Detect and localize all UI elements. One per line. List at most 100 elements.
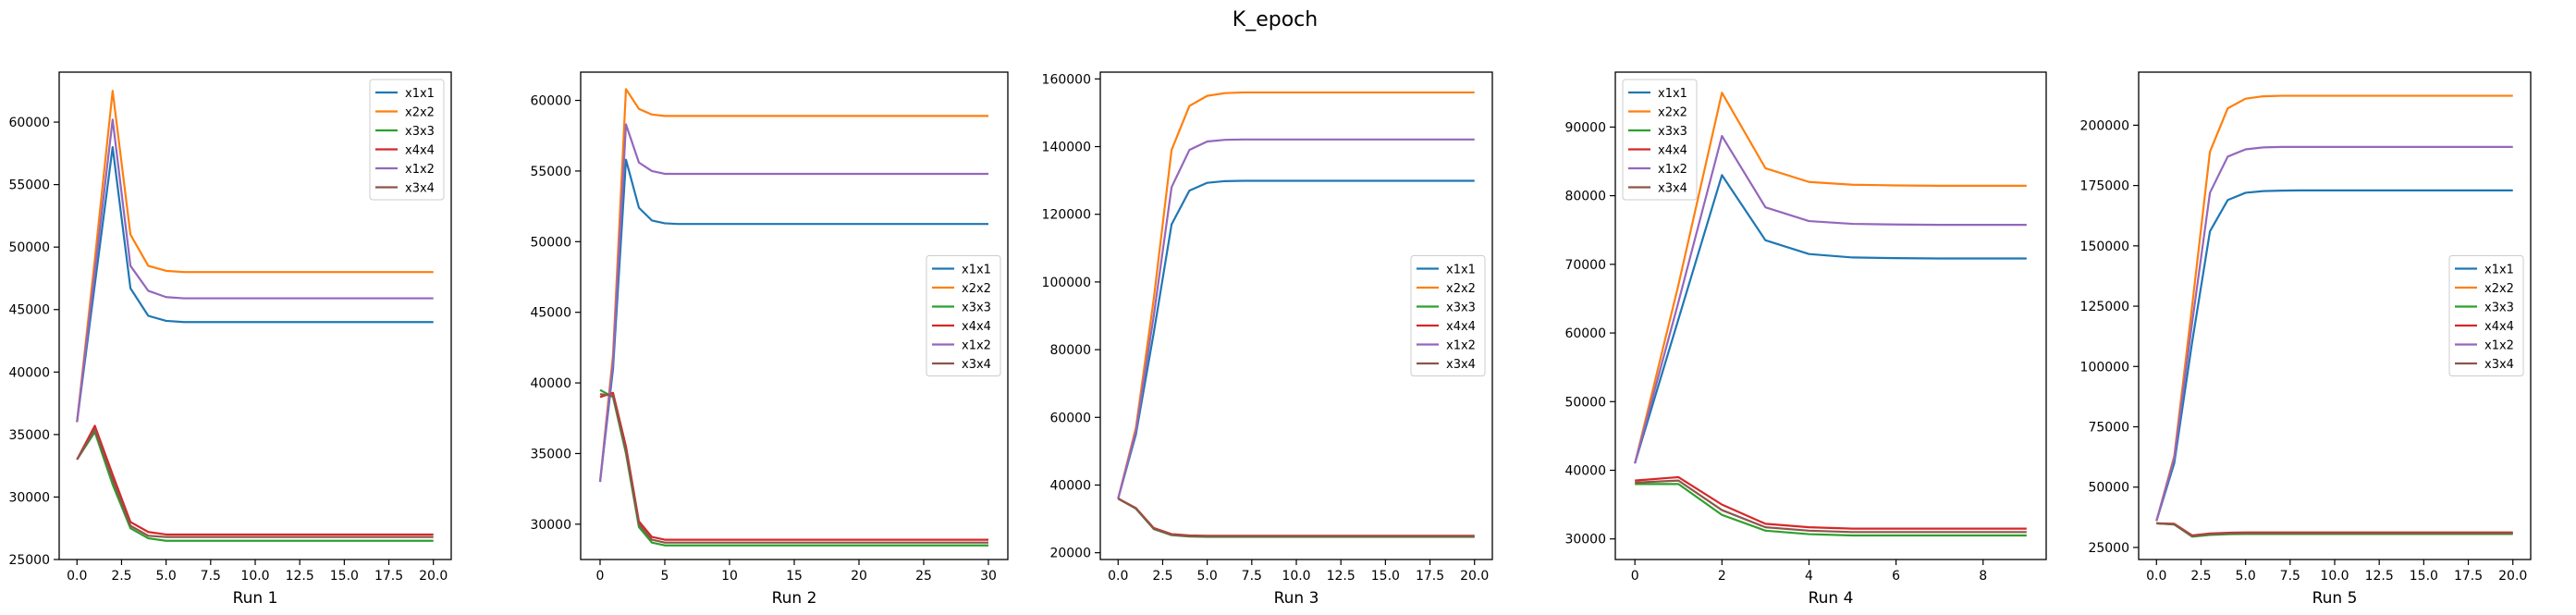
- y-tick-label: 50000: [8, 240, 50, 255]
- series-line-x3x3: [1635, 483, 2027, 537]
- legend-label-x4x4: x4x4: [1446, 320, 1476, 334]
- legend-label-x3x4: x3x4: [2484, 358, 2514, 372]
- legend-label-x1x1: x1x1: [1658, 87, 1687, 101]
- x-tick-label: 10.0: [2320, 569, 2349, 584]
- x-tick-label: 7.5: [1242, 569, 1262, 584]
- legend-label-x1x1: x1x1: [2484, 264, 2514, 277]
- x-tick-label: 20: [851, 569, 867, 584]
- x-tick-label: 6: [1892, 569, 1900, 584]
- series-line-x4x4: [76, 424, 434, 536]
- x-tick-label: 10: [721, 569, 738, 584]
- series-line-x3x4: [599, 393, 988, 544]
- y-tick-label: 40000: [8, 365, 50, 380]
- y-tick-label: 150000: [2080, 240, 2129, 254]
- series-line-x2x2: [76, 90, 434, 423]
- series-group: [598, 88, 988, 547]
- x-axis-label: Run 2: [772, 589, 817, 608]
- series-line-x3x4: [1635, 479, 2027, 534]
- x-tick-label: 5.0: [156, 569, 177, 584]
- x-tick-label: 15.0: [330, 569, 359, 584]
- y-tick-label: 25000: [8, 553, 50, 568]
- y-tick-label: 120000: [1042, 208, 1091, 223]
- legend: x1x1 x2x2 x3x3 x4x4 x1x2 x3x4: [2448, 255, 2524, 376]
- y-tick-label: 100000: [1042, 276, 1091, 290]
- x-tick-label: 7.5: [201, 569, 221, 584]
- x-tick-label: 25: [915, 569, 932, 584]
- y-tick-label: 35000: [530, 447, 571, 461]
- panels: 0.0 2.5 5.0 7.5 10.0 12.5 15.0 17.5 20.0 25000 300…: [8, 71, 2532, 608]
- y-tick-label: 160000: [1042, 72, 1091, 87]
- x-tick-label: 15.0: [2410, 569, 2438, 584]
- x-tick-label: 2.5: [111, 569, 131, 584]
- legend-label-x1x2: x1x2: [962, 339, 991, 353]
- x-tick-label: 0.0: [67, 569, 87, 584]
- y-tick-label: 45000: [8, 303, 50, 318]
- legend-label-x1x2: x1x2: [1658, 163, 1687, 177]
- x-tick-label: 12.5: [1327, 569, 1355, 584]
- series-line-x3x4: [76, 428, 434, 538]
- x-axis-label: Run 4: [1809, 589, 1854, 608]
- legend-label-x2x2: x2x2: [1446, 282, 1476, 296]
- series-line-x1x1: [76, 145, 434, 423]
- legend-label-x3x3: x3x3: [2484, 301, 2514, 315]
- legend-label-x1x1: x1x1: [1446, 264, 1476, 277]
- series-line-x1x2: [76, 118, 434, 423]
- series-line-x2x2: [598, 88, 988, 483]
- legend-box: [1410, 255, 1486, 376]
- legend-label-x1x2: x1x2: [405, 163, 435, 177]
- series-line-x1x1: [1634, 174, 2027, 464]
- y-tick-label: 60000: [1564, 326, 1606, 341]
- legend-label-x2x2: x2x2: [2484, 282, 2514, 296]
- x-tick-label: 20.0: [2498, 569, 2527, 584]
- y-tick-label: 60000: [530, 94, 571, 109]
- y-tick-label: 30000: [8, 490, 50, 505]
- x-tick-label: 7.5: [2280, 569, 2300, 584]
- plot-frame: [2138, 71, 2532, 560]
- series-line-x3x3: [599, 388, 988, 547]
- x-tick-label: 5.0: [2236, 569, 2256, 584]
- legend-label-x3x4: x3x4: [1658, 182, 1687, 196]
- x-tick-label: 17.5: [2454, 569, 2483, 584]
- plot-frame: [580, 71, 1009, 560]
- y-tick-label: 40000: [1049, 478, 1091, 493]
- subplot-run-3: 0.0 2.5 5.0 7.5 10.0 12.5 15.0 17.5 20.0 20000 400…: [1042, 71, 1493, 608]
- x-tick-label: 4: [1805, 569, 1813, 584]
- y-tick-label: 80000: [1049, 343, 1091, 358]
- legend-label-x3x4: x3x4: [962, 358, 991, 372]
- series-group: [1634, 92, 2027, 537]
- x-tick-label: 12.5: [286, 569, 314, 584]
- series-line-x3x3: [76, 431, 434, 542]
- series-line-x1x1: [598, 158, 988, 483]
- y-tick-label: 80000: [1564, 190, 1606, 204]
- legend-box: [369, 79, 445, 201]
- x-tick-label: 0.0: [1108, 569, 1128, 584]
- legend: x1x1 x2x2 x3x3 x4x4 x1x2 x3x4: [1410, 255, 1486, 376]
- y-tick-label: 100000: [2080, 360, 2129, 375]
- y-tick-label: 35000: [8, 428, 50, 443]
- legend-label-x4x4: x4x4: [962, 320, 991, 334]
- x-tick-label: 12.5: [2365, 569, 2394, 584]
- x-tick-label: 0: [596, 569, 605, 584]
- legend-label-x1x2: x1x2: [2484, 339, 2514, 353]
- series-line-x1x2: [2155, 145, 2513, 522]
- series-line-x1x1: [1117, 179, 1475, 499]
- y-tick-label: 25000: [2088, 541, 2129, 556]
- plot-frame: [1614, 71, 2047, 560]
- y-tick-label: 60000: [1049, 411, 1091, 425]
- x-tick-label: 0.0: [2146, 569, 2166, 584]
- series-group: [2155, 94, 2513, 538]
- legend-label-x4x4: x4x4: [1658, 144, 1687, 158]
- x-tick-label: 17.5: [1416, 569, 1444, 584]
- y-tick-label: 125000: [2080, 300, 2129, 314]
- series-line-x2x2: [2155, 94, 2513, 522]
- x-tick-label: 0: [1631, 569, 1639, 584]
- x-tick-label: 8: [1979, 569, 1987, 584]
- x-axis-label: Run 3: [1274, 589, 1319, 608]
- plot-frame: [1099, 71, 1493, 560]
- y-tick-label: 175000: [2080, 179, 2129, 194]
- y-tick-label: 60000: [8, 116, 50, 130]
- x-tick-label: 15: [786, 569, 803, 584]
- legend-label-x1x1: x1x1: [962, 264, 991, 277]
- y-tick-label: 20000: [1049, 547, 1091, 561]
- series-line-x4x4: [1635, 475, 2027, 530]
